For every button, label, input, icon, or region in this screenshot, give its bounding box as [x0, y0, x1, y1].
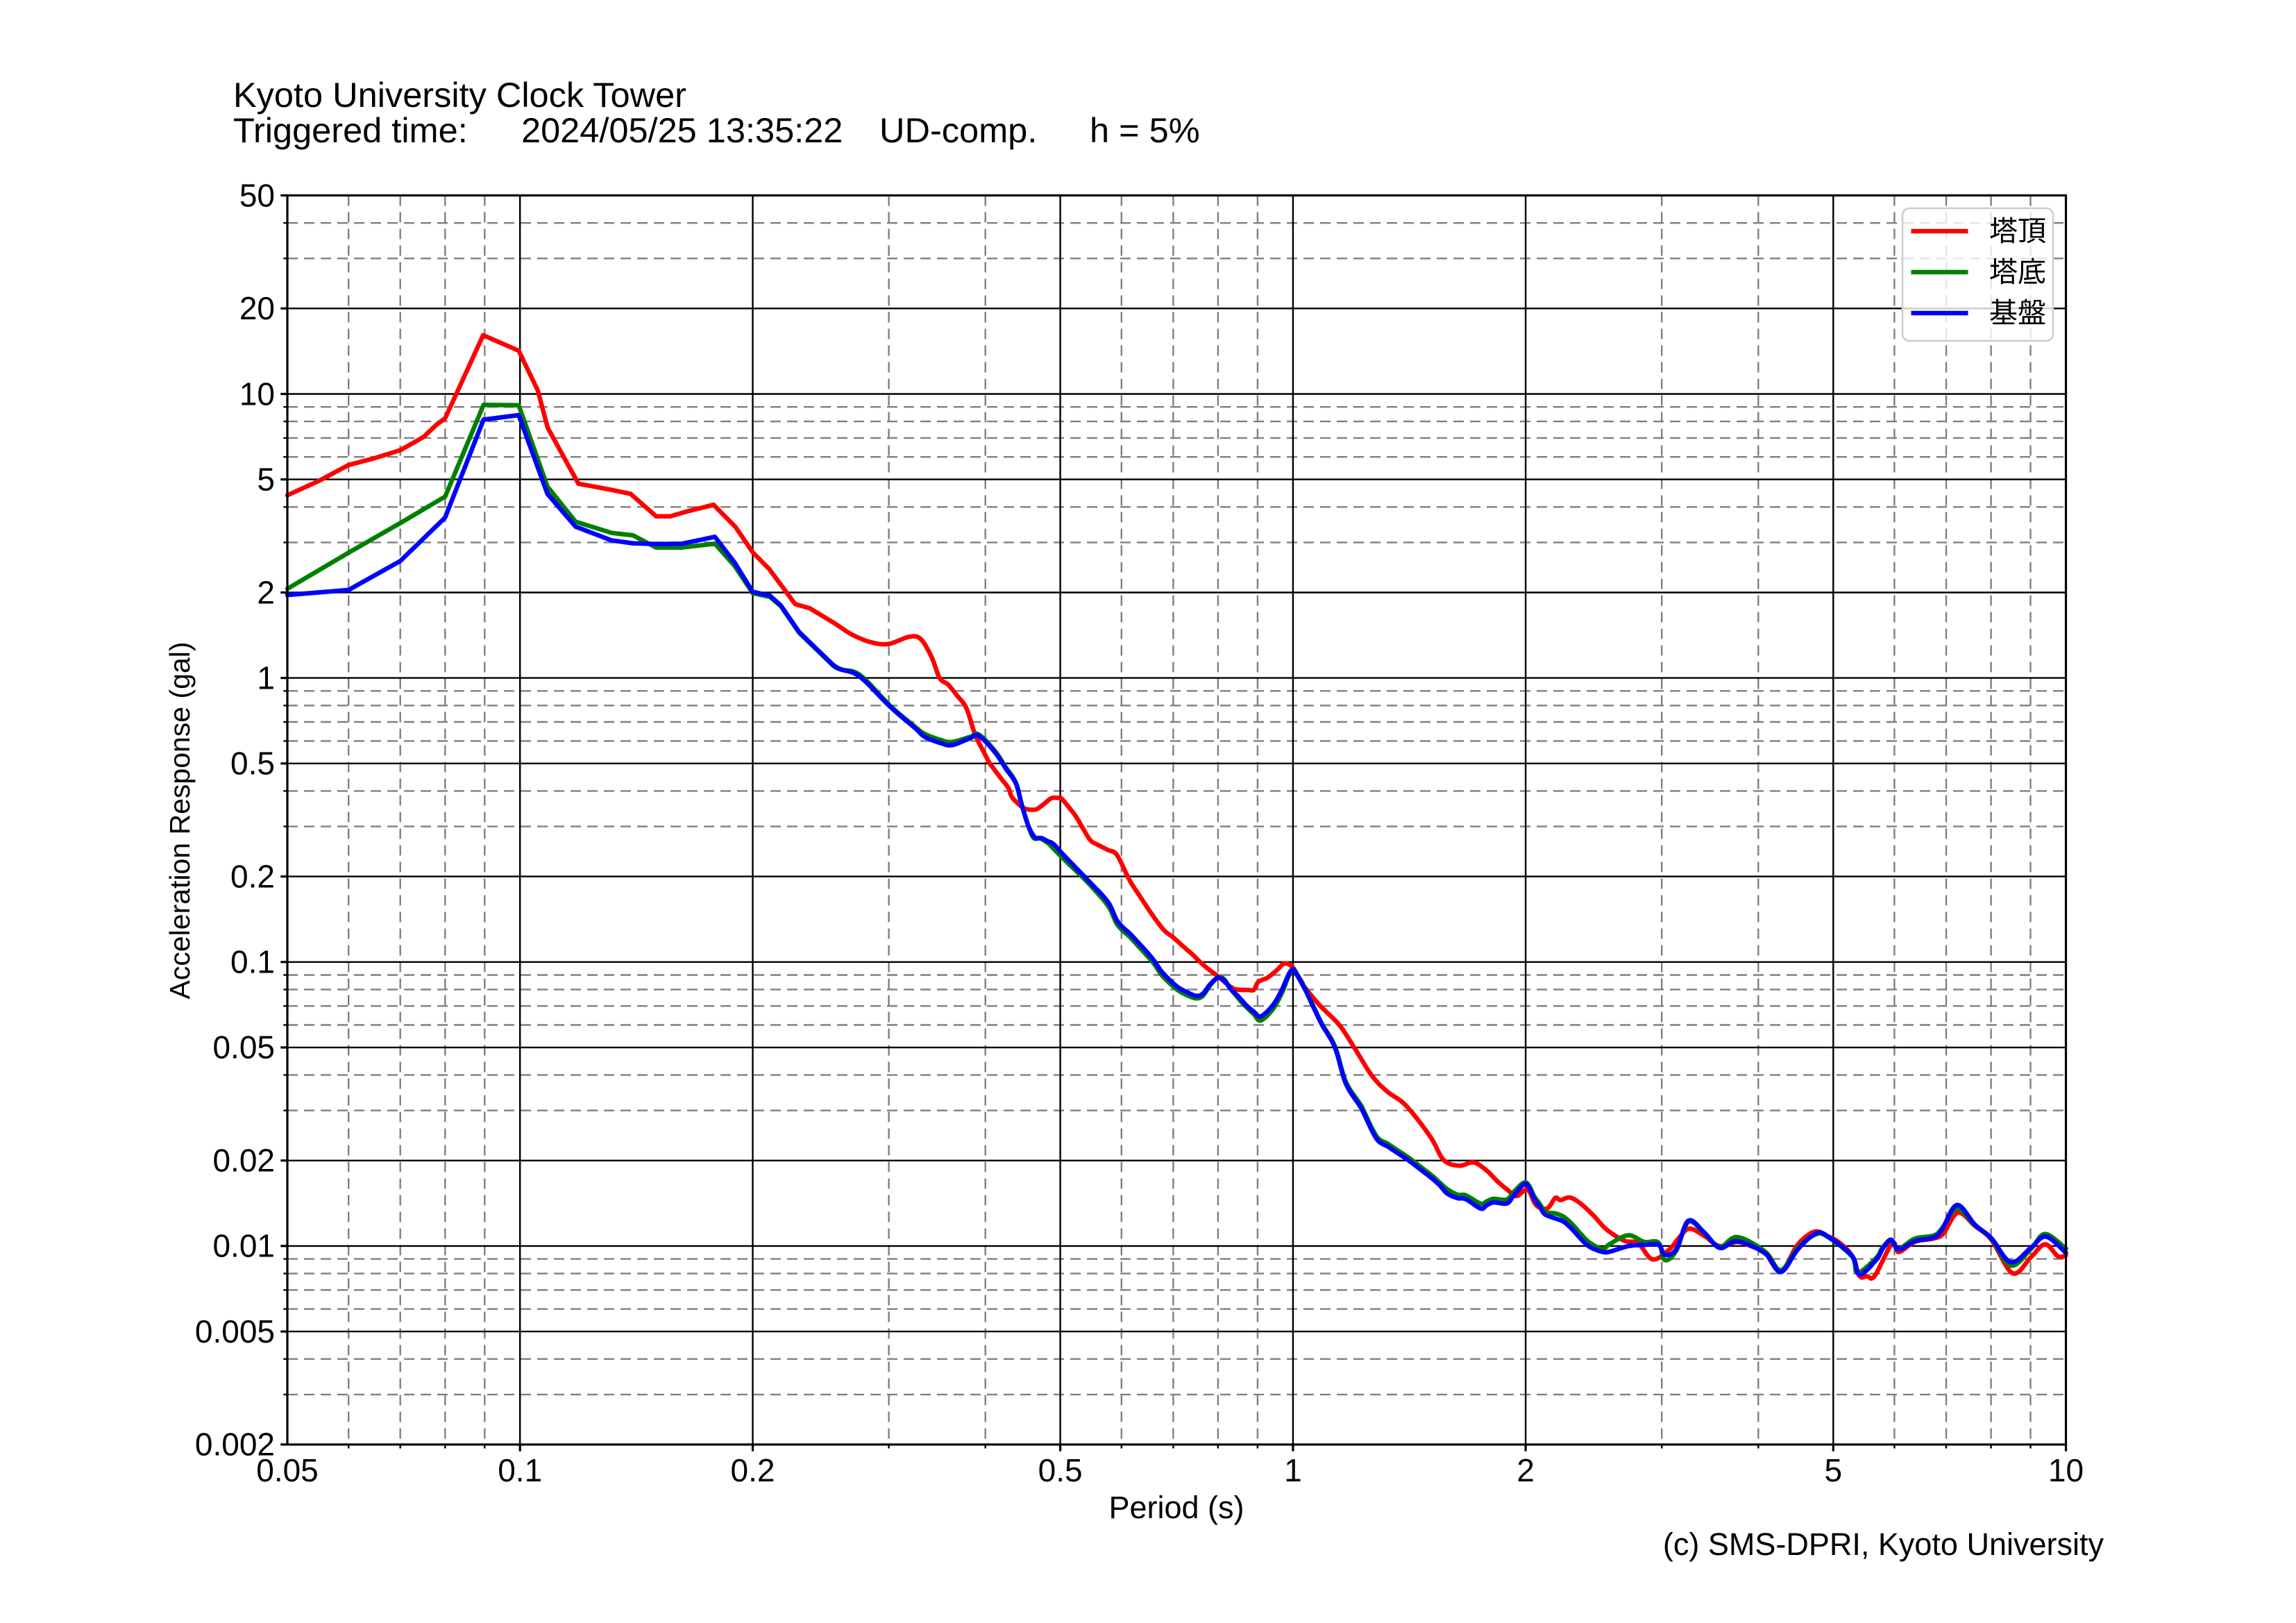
svg-text:0.1: 0.1	[230, 944, 275, 980]
svg-text:0.2: 0.2	[230, 858, 275, 894]
svg-text:20: 20	[239, 290, 275, 326]
svg-text:0.01: 0.01	[212, 1228, 275, 1264]
svg-text:0.5: 0.5	[230, 746, 275, 782]
svg-text:10: 10	[239, 376, 275, 412]
svg-text:0.2: 0.2	[731, 1452, 775, 1488]
svg-text:1: 1	[1284, 1452, 1302, 1488]
svg-text:0.05: 0.05	[256, 1452, 319, 1488]
svg-text:0.002: 0.002	[195, 1427, 275, 1463]
svg-text:h = 5%: h = 5%	[1090, 110, 1200, 150]
svg-text:2024/05/25 13:35:22: 2024/05/25 13:35:22	[521, 110, 843, 150]
svg-text:0.5: 0.5	[1038, 1452, 1083, 1488]
svg-text:0.1: 0.1	[498, 1452, 542, 1488]
svg-text:50: 50	[239, 177, 275, 213]
svg-text:0.02: 0.02	[212, 1143, 275, 1179]
svg-text:Acceleration Response (gal): Acceleration Response (gal)	[164, 641, 196, 999]
svg-text:5: 5	[257, 461, 275, 497]
svg-text:Period (s): Period (s)	[1108, 1490, 1244, 1525]
svg-text:Triggered time:: Triggered time:	[233, 110, 468, 150]
svg-text:0.005: 0.005	[195, 1313, 275, 1349]
svg-text:0.05: 0.05	[212, 1029, 275, 1066]
svg-text:UD-comp.: UD-comp.	[879, 110, 1037, 150]
svg-text:Kyoto University Clock Tower: Kyoto University Clock Tower	[233, 75, 686, 115]
svg-text:10: 10	[2048, 1452, 2084, 1488]
svg-text:2: 2	[257, 574, 275, 610]
svg-text:5: 5	[1825, 1452, 1843, 1488]
svg-text:(c) SMS-DPRI, Kyoto University: (c) SMS-DPRI, Kyoto University	[1663, 1527, 2104, 1562]
svg-text:2: 2	[1517, 1452, 1535, 1488]
svg-text:1: 1	[257, 659, 275, 696]
